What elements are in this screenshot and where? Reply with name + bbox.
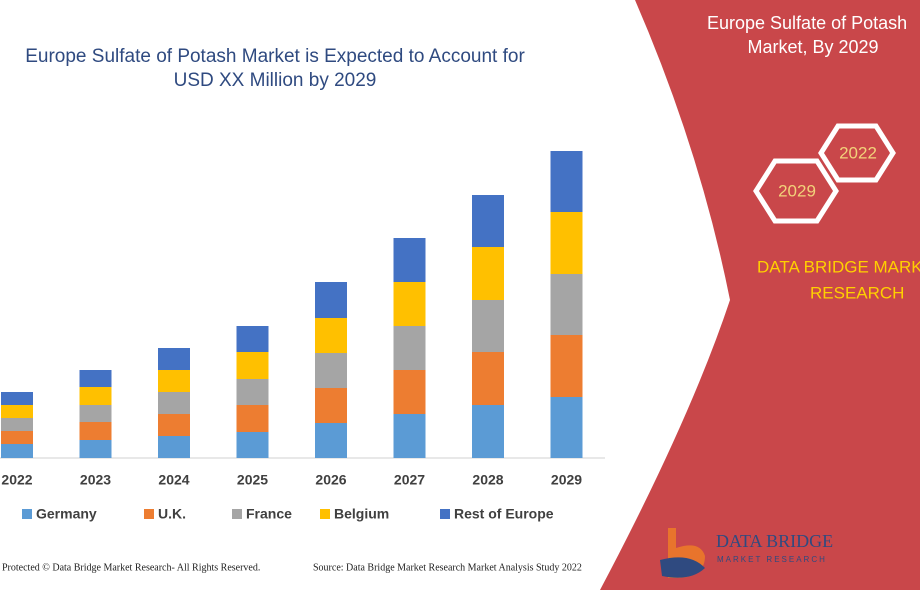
bar-segment bbox=[550, 274, 583, 335]
bar-segment bbox=[393, 414, 426, 458]
legend-swatch bbox=[22, 509, 32, 519]
bar-segment bbox=[315, 388, 347, 423]
bar-segment bbox=[236, 326, 269, 352]
bar-segment bbox=[550, 151, 583, 212]
legend-label: Belgium bbox=[334, 506, 389, 522]
x-tick-label: 2024 bbox=[158, 472, 189, 488]
bar-segment bbox=[472, 405, 504, 458]
bar-segment bbox=[79, 422, 112, 440]
hex-label: 2022 bbox=[839, 143, 877, 162]
bar-segment bbox=[315, 423, 347, 458]
x-tick-label: 2022 bbox=[1, 472, 32, 488]
bar-segment bbox=[550, 397, 583, 458]
bar-segment bbox=[79, 405, 112, 422]
hex-label: 2029 bbox=[778, 181, 816, 200]
bar-segment bbox=[158, 370, 190, 392]
bar-segment bbox=[236, 379, 269, 405]
bar-segment bbox=[315, 282, 347, 318]
bar-segment bbox=[79, 387, 112, 405]
bar-segment bbox=[472, 247, 504, 300]
bar-segment bbox=[1, 405, 33, 418]
x-tick-label: 2027 bbox=[394, 472, 425, 488]
bar-segment bbox=[236, 432, 269, 458]
bar-segment bbox=[1, 444, 33, 458]
bar-segment bbox=[393, 326, 426, 370]
logo-icon bbox=[660, 557, 705, 578]
bar-segment bbox=[472, 195, 504, 247]
panel-title: Market, By 2029 bbox=[747, 37, 878, 57]
bar-segment bbox=[315, 318, 347, 353]
bar-segment bbox=[315, 353, 347, 388]
footer-left: Protected © Data Bridge Market Research-… bbox=[2, 562, 260, 573]
panel-brand: DATA BRIDGE MARKET bbox=[757, 257, 920, 276]
bar-segment bbox=[472, 352, 504, 405]
chart-title: Europe Sulfate of Potash Market is Expec… bbox=[25, 46, 525, 67]
bar-segment bbox=[236, 405, 269, 432]
side-panel bbox=[600, 0, 920, 590]
bar-segment bbox=[472, 300, 504, 352]
x-tick-label: 2023 bbox=[80, 472, 111, 488]
legend-swatch bbox=[232, 509, 242, 519]
logo-subtext: MARKET RESEARCH bbox=[717, 555, 827, 564]
hexagon bbox=[753, 158, 839, 224]
logo-text: DATA BRIDGE bbox=[716, 531, 833, 551]
legend-label: Rest of Europe bbox=[454, 506, 554, 522]
bar-segment bbox=[550, 335, 583, 397]
bar-segment bbox=[79, 440, 112, 458]
bar-segment bbox=[1, 418, 33, 431]
footer-right: Source: Data Bridge Market Research Mark… bbox=[313, 562, 582, 573]
legend-label: France bbox=[246, 506, 292, 522]
bar-segment bbox=[393, 370, 426, 414]
bar-segment bbox=[158, 436, 190, 458]
x-tick-label: 2026 bbox=[315, 472, 346, 488]
bar-segment bbox=[550, 212, 583, 274]
bar-segment bbox=[393, 238, 426, 282]
legend-label: Germany bbox=[36, 506, 97, 522]
bar-segment bbox=[158, 414, 190, 436]
panel-title: Europe Sulfate of Potash bbox=[707, 13, 907, 33]
x-tick-label: 2025 bbox=[237, 472, 268, 488]
legend-swatch bbox=[144, 509, 154, 519]
bar-segment bbox=[236, 352, 269, 379]
x-tick-label: 2029 bbox=[551, 472, 582, 488]
panel-brand: RESEARCH bbox=[810, 283, 904, 302]
bar-segment bbox=[79, 370, 112, 387]
legend-swatch bbox=[440, 509, 450, 519]
legend-swatch bbox=[320, 509, 330, 519]
bar-segment bbox=[158, 348, 190, 370]
legend-label: U.K. bbox=[158, 506, 186, 522]
bar-segment bbox=[1, 392, 33, 405]
bar-segment bbox=[158, 392, 190, 414]
hexagon bbox=[818, 123, 896, 183]
bar-segment bbox=[1, 431, 33, 444]
chart-subtitle: USD XX Million by 2029 bbox=[174, 70, 377, 91]
bar-segment bbox=[393, 282, 426, 326]
x-tick-label: 2028 bbox=[472, 472, 503, 488]
